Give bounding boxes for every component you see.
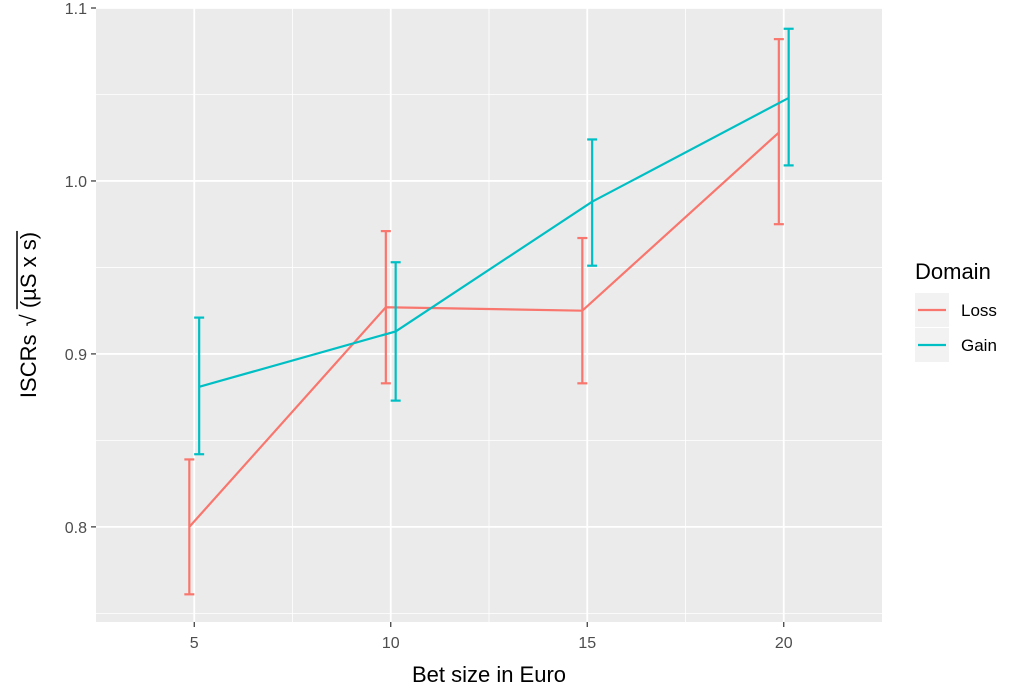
- x-axis-title: Bet size in Euro: [412, 662, 566, 687]
- minor-gridlines: [96, 8, 882, 622]
- sqrt-symbol: √: [16, 313, 41, 326]
- y-axis-title-prefix: ISCRs: [16, 335, 41, 399]
- errorbar-gain: [194, 316, 205, 456]
- legend-item-gain: Gain: [915, 328, 997, 362]
- errorbar-gain: [783, 27, 794, 167]
- errorbar-gain: [587, 138, 598, 267]
- x-tick-label: 10: [382, 635, 400, 652]
- y-axis-title: ISCRs √ (µS x s): [16, 230, 41, 398]
- chart-marks: [184, 27, 794, 596]
- y-tick-label: 0.9: [65, 347, 87, 364]
- legend: Domain Loss Gain: [915, 259, 997, 362]
- svg-text:ISCRs √ (µS x s): ISCRs √ (µS x s): [16, 232, 41, 398]
- y-tick-label: 0.8: [65, 520, 87, 537]
- x-axis: 5 10 15 20: [190, 622, 793, 652]
- errorbar-loss: [577, 236, 588, 385]
- x-tick-label: 20: [775, 635, 793, 652]
- legend-item-loss: Loss: [915, 293, 997, 327]
- errorbar-loss: [773, 38, 784, 226]
- legend-label: Gain: [961, 336, 997, 355]
- y-axis-title-radicand: (µS x s): [16, 232, 41, 308]
- x-tick-label: 5: [190, 635, 199, 652]
- errorbar-gain: [390, 261, 401, 402]
- x-tick-label: 15: [578, 635, 596, 652]
- y-tick-label: 1.1: [65, 1, 87, 18]
- series-line-gain: [198, 96, 790, 388]
- errorbar-loss: [380, 230, 391, 385]
- y-axis: 0.8 0.9 1.0 1.1: [65, 1, 96, 537]
- series-line-loss: [188, 131, 780, 528]
- legend-label: Loss: [961, 301, 997, 320]
- y-tick-label: 1.0: [65, 174, 87, 191]
- legend-title: Domain: [915, 259, 991, 284]
- major-gridlines: [96, 7, 882, 622]
- errorbar-loss: [184, 458, 195, 596]
